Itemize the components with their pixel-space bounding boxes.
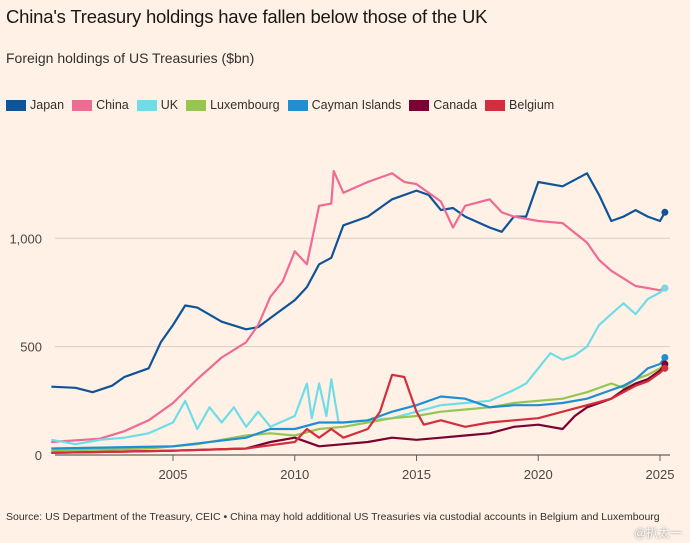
x-tick-label: 2010 xyxy=(280,467,309,482)
legend-swatch xyxy=(6,99,26,111)
legend-swatch xyxy=(136,99,157,111)
x-tick-label: 2025 xyxy=(646,467,675,482)
chart-subtitle: Foreign holdings of US Treasuries ($bn) xyxy=(6,50,255,66)
legend-label: Luxembourg xyxy=(210,98,280,112)
x-tick-label: 2005 xyxy=(159,467,188,482)
series-line-japan xyxy=(51,172,666,394)
legend-swatch xyxy=(72,99,93,111)
series-line-canada xyxy=(51,363,666,454)
legend-item: Belgium xyxy=(485,98,554,112)
legend-label: Japan xyxy=(30,98,65,112)
y-tick-label: 1,000 xyxy=(9,231,42,246)
series-line-luxembourg xyxy=(51,363,666,452)
legend-item: Canada xyxy=(409,98,477,112)
chart-title: China's Treasury holdings have fallen be… xyxy=(6,6,488,27)
legend-item: Luxembourg xyxy=(186,98,280,112)
series-end-marker xyxy=(661,208,669,216)
series-line-belgium xyxy=(51,367,666,454)
series-line-china xyxy=(51,170,666,444)
series-end-marker xyxy=(661,364,669,372)
legend-item: China xyxy=(72,98,129,112)
x-tick-label: 2020 xyxy=(524,467,553,482)
legend-label: UK xyxy=(160,98,179,112)
legend-label: China xyxy=(96,98,129,112)
legend-label: Cayman Islands xyxy=(311,98,402,112)
legend: Japan China UK Luxembourg Cayman Islands Cana… xyxy=(6,98,554,112)
legend-swatch xyxy=(409,99,430,111)
legend-item: Japan xyxy=(6,98,64,112)
series-end-marker xyxy=(661,353,669,361)
legend-label: Canada xyxy=(433,98,478,112)
series-line-cayman-islands xyxy=(51,356,666,450)
series-end-marker xyxy=(661,284,669,292)
legend-swatch xyxy=(287,99,308,111)
watermark: @扒太一 xyxy=(633,526,682,540)
y-tick-label: 0 xyxy=(35,448,42,463)
legend-item: UK xyxy=(136,98,179,112)
source-note: Source: US Department of the Treasury, C… xyxy=(6,511,660,523)
x-tick-label: 2015 xyxy=(402,467,431,482)
y-tick-label: 500 xyxy=(20,340,42,355)
legend-label: Belgium xyxy=(509,98,555,112)
legend-swatch xyxy=(186,99,207,111)
legend-item: Cayman Islands xyxy=(287,98,402,112)
legend-swatch xyxy=(485,99,506,111)
